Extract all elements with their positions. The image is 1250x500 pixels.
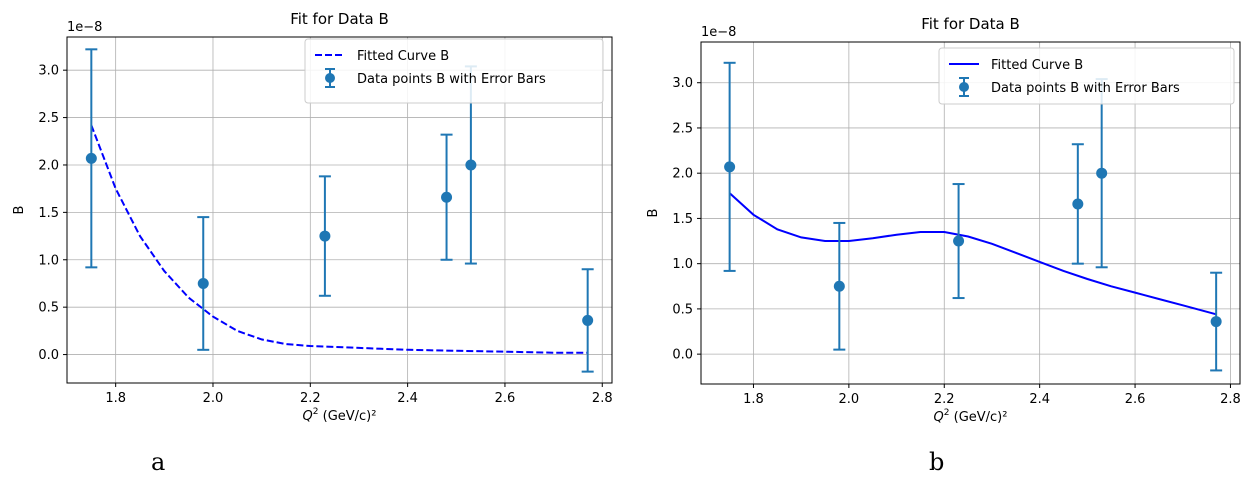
x-axis-label: Q2 (GeV/c)² <box>934 408 1008 425</box>
panel-label-a: a <box>151 448 166 476</box>
chart-panel-a: 1.8 2.0 2.2 2.4 2.6 2.8 0.0 0.5 1.0 1.5 2.0 2.5 3.0 F… <box>12 10 613 424</box>
fitted-curve-line <box>90 124 588 354</box>
y-tick-label: 1.0 <box>38 253 59 268</box>
y-tick-label: 0.0 <box>38 348 59 363</box>
legend-label: Fitted Curve B <box>357 49 449 64</box>
legend-label: Data points B with Error Bars <box>357 72 546 87</box>
x-tick-label: 2.8 <box>1220 392 1241 407</box>
legend: Fitted Curve B Data points B with Error B… <box>938 47 1235 105</box>
y-tick-label: 0.5 <box>38 301 59 316</box>
data-point <box>833 280 845 292</box>
axes-frame <box>700 41 1241 385</box>
data-point <box>441 191 453 203</box>
axes-frame <box>66 36 613 384</box>
y-axis-label: B <box>646 209 661 218</box>
chart-panel-b: 1.8 2.0 2.2 2.4 2.6 2.8 0.0 0.5 1.0 1.5 2.0 2.5 3.0 F… <box>646 15 1241 425</box>
data-point <box>465 159 477 171</box>
panel-label-b: b <box>929 448 945 476</box>
x-tick-label: 1.8 <box>105 391 126 406</box>
legend: Fitted Curve B Data points B with Error B… <box>304 38 604 104</box>
chart-title: Fit for Data B <box>921 15 1020 33</box>
legend-box <box>304 38 604 104</box>
legend-swatch-point <box>325 73 335 83</box>
x-tick-label: 2.2 <box>934 392 955 407</box>
data-point <box>1210 316 1222 328</box>
y-tick-label: 2.0 <box>672 167 693 182</box>
legend-swatch-point <box>959 82 969 92</box>
chart-title: Fit for Data B <box>290 10 389 28</box>
data-point <box>724 161 736 173</box>
data-point <box>953 235 965 247</box>
y-tick-label: 3.0 <box>672 76 693 91</box>
data-point <box>1072 198 1084 210</box>
y-offset-label: 1e−8 <box>701 25 736 40</box>
legend-label: Data points B with Error Bars <box>991 81 1180 96</box>
x-tick-label: 2.0 <box>839 392 860 407</box>
data-point <box>319 230 331 242</box>
y-tick-label: 1.5 <box>672 212 693 227</box>
x-tick-label: 2.4 <box>1029 392 1050 407</box>
legend-label: Fitted Curve B <box>991 58 1083 73</box>
y-tick-label: 2.0 <box>38 158 59 173</box>
y-offset-label: 1e−8 <box>67 20 102 35</box>
x-axis-label: Q2 (GeV/c)² <box>303 407 377 424</box>
y-tick-label: 0.5 <box>672 302 693 317</box>
y-tick-label: 1.5 <box>38 206 59 221</box>
legend-box <box>938 47 1235 105</box>
x-tick-label: 2.0 <box>203 391 224 406</box>
y-tick-label: 3.0 <box>38 64 59 79</box>
x-tick-label: 2.6 <box>1125 392 1146 407</box>
data-point <box>85 152 97 164</box>
x-tick-label: 2.2 <box>300 391 321 406</box>
y-tick-label: 0.0 <box>672 348 693 363</box>
data-point <box>197 277 209 289</box>
data-point <box>1096 167 1108 179</box>
y-tick-label: 2.5 <box>672 121 693 136</box>
x-tick-label: 2.8 <box>592 391 613 406</box>
y-tick-label: 1.0 <box>672 257 693 272</box>
x-tick-label: 1.8 <box>743 392 764 407</box>
y-tick-label: 2.5 <box>38 111 59 126</box>
data-point <box>582 314 594 326</box>
x-tick-label: 2.6 <box>495 391 516 406</box>
fitted-curve-line <box>728 192 1217 316</box>
y-axis-label: B <box>12 206 27 215</box>
x-tick-label: 2.4 <box>397 391 418 406</box>
